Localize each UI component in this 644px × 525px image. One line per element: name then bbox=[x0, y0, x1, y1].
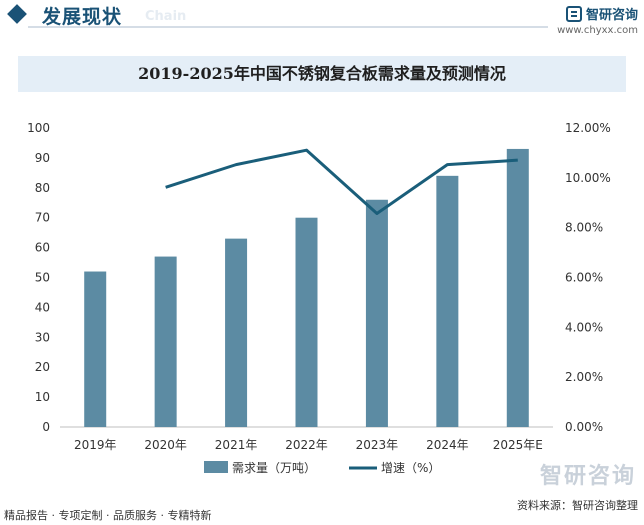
y-left-tick-label: 40 bbox=[35, 300, 50, 314]
y-left-tick-label: 10 bbox=[35, 390, 50, 404]
y-left-tick-label: 0 bbox=[42, 420, 50, 434]
bar bbox=[436, 175, 459, 427]
x-tick-label: 2023年 bbox=[356, 438, 399, 452]
chart-title: 2019-2025年中国不锈钢复合板需求量及预测情况 bbox=[138, 64, 506, 83]
legend-swatch-bar bbox=[204, 461, 228, 473]
footer: 精品报告 · 专项定制 · 品质服务 · 专精特新 资料来源：智研咨询整理 bbox=[0, 499, 644, 525]
header-divider bbox=[28, 26, 548, 28]
bar bbox=[506, 148, 529, 427]
x-tick-label: 2019年 bbox=[74, 438, 117, 452]
y-left-tick-label: 20 bbox=[35, 360, 50, 374]
series-line-growth bbox=[165, 148, 518, 215]
brand-url: www.chyxx.com bbox=[557, 25, 638, 36]
y-right-tick-label: 12.00% bbox=[565, 121, 611, 135]
bar bbox=[154, 256, 177, 427]
y-right-tick-label: 10.00% bbox=[565, 171, 611, 185]
bar bbox=[225, 238, 248, 427]
y-right-tick-label: 6.00% bbox=[565, 271, 603, 285]
legend-label-bar: 需求量（万吨） bbox=[232, 461, 316, 475]
y-left-tick-label: 80 bbox=[35, 181, 50, 195]
legend-label-line: 增速（%） bbox=[381, 461, 440, 475]
y-left-tick-label: 90 bbox=[35, 151, 50, 165]
y-right-tick-label: 8.00% bbox=[565, 221, 603, 235]
brand-block: 智研咨询 www.chyxx.com bbox=[557, 4, 638, 36]
x-tick-label: 2022年 bbox=[285, 438, 328, 452]
section-header: 发展现状 Chain 智研咨询 www.chyxx.com bbox=[0, 0, 644, 36]
y-left-tick-label: 70 bbox=[35, 211, 50, 225]
footer-tagline: 精品报告 · 专项定制 · 品质服务 · 专精特新 bbox=[4, 509, 212, 522]
brand-name: 智研咨询 bbox=[585, 8, 638, 23]
section-title: 发展现状 bbox=[42, 6, 123, 28]
brand-logo-icon bbox=[565, 5, 582, 22]
bar bbox=[295, 217, 318, 427]
y-left-tick-label: 100 bbox=[27, 121, 50, 135]
chart-title-band bbox=[18, 56, 626, 92]
bar bbox=[84, 271, 107, 427]
x-tick-label: 2024年 bbox=[426, 438, 469, 452]
watermark-logo: 智研咨询 bbox=[539, 464, 636, 489]
footer-source: 资料来源：智研咨询整理 bbox=[517, 499, 638, 512]
y-right-tick-label: 0.00% bbox=[565, 420, 603, 434]
y-left-tick-label: 60 bbox=[35, 241, 50, 255]
y-left-tick-label: 30 bbox=[35, 330, 50, 344]
x-tick-label: 2021年 bbox=[215, 438, 258, 452]
x-tick-label: 2025年E bbox=[493, 438, 543, 452]
y-right-tick-label: 4.00% bbox=[565, 320, 603, 334]
section-title-ghost: Chain bbox=[145, 9, 187, 24]
y-left-tick-label: 50 bbox=[35, 271, 50, 285]
bar bbox=[365, 199, 388, 427]
x-tick-label: 2020年 bbox=[144, 438, 187, 452]
y-right-tick-label: 2.00% bbox=[565, 370, 603, 384]
